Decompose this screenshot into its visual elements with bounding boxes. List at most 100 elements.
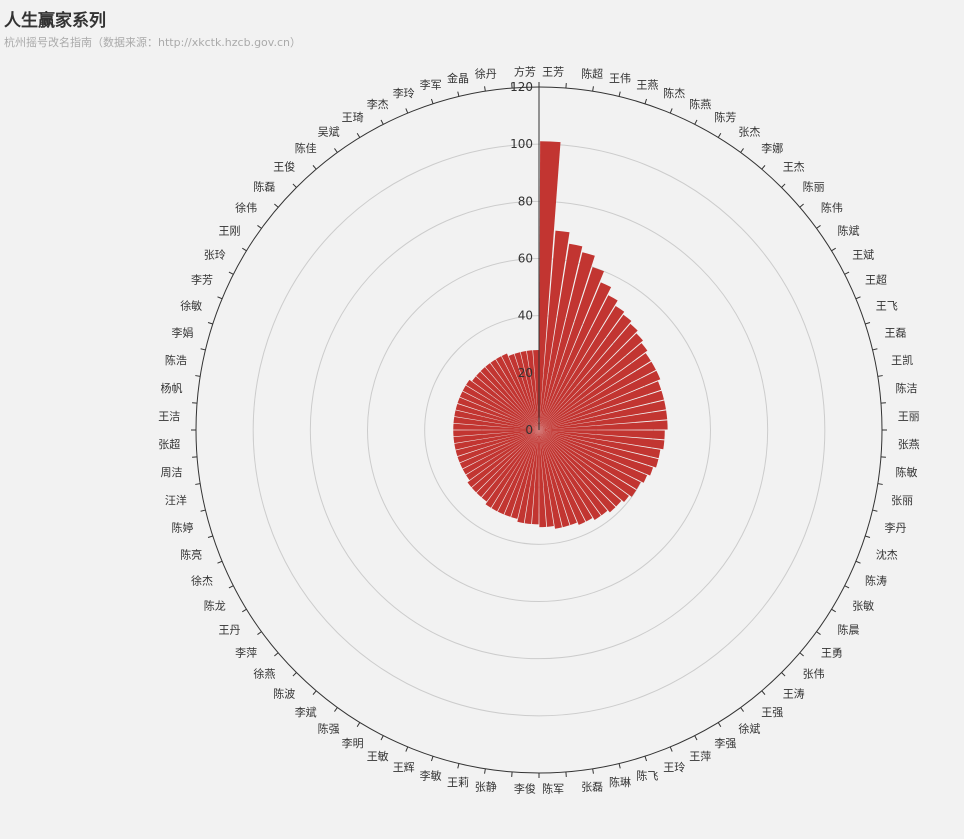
category-label: 张磊	[581, 781, 603, 794]
bar-sector	[459, 430, 539, 469]
angle-axis-tick	[457, 91, 460, 97]
bar-sector	[462, 430, 539, 475]
bar-sector	[539, 282, 612, 430]
bar-sector	[539, 430, 637, 497]
bar-sector	[508, 353, 539, 430]
angle-axis-tick	[430, 98, 434, 104]
radius-tick-label: 40	[518, 309, 533, 323]
category-label: 王丹	[219, 623, 241, 636]
angle-axis-tick	[380, 119, 384, 125]
angle-axis-tick	[200, 348, 206, 351]
category-label: 陈敏	[896, 465, 918, 479]
category-label: 陈丽	[803, 179, 825, 193]
category-label: 张敏	[852, 598, 874, 612]
category-label: 陈琳	[609, 775, 631, 789]
category-label: 李军	[420, 78, 442, 92]
category-label: 王辉	[393, 761, 415, 774]
angle-axis-tick	[195, 483, 201, 485]
angle-axis-tick	[831, 247, 836, 252]
angle-axis-tick	[694, 119, 698, 125]
category-label: 张玲	[204, 249, 226, 262]
bar-sector	[539, 430, 641, 490]
category-label: 张燕	[898, 438, 920, 451]
bar-sector	[539, 314, 632, 430]
category-label: 王莉	[447, 776, 469, 789]
angle-axis-tick	[865, 321, 871, 325]
angle-axis-tick	[217, 560, 223, 564]
angle-axis-tick	[457, 763, 460, 769]
angle-axis-tick	[855, 296, 861, 300]
bar-sector	[524, 430, 539, 524]
angle-axis-tick	[740, 148, 744, 153]
bar-sector	[539, 430, 665, 440]
bar-sector	[485, 363, 539, 430]
angle-axis-tick	[717, 133, 722, 138]
category-label: 张超	[158, 437, 180, 451]
category-label: 李斌	[295, 705, 317, 719]
category-label: 徐敏	[180, 299, 202, 313]
angle-axis-tick	[740, 707, 744, 712]
angle-axis-tick	[292, 183, 297, 188]
bar-sector	[539, 430, 608, 516]
bar-sector	[490, 359, 539, 430]
bar-sector	[539, 333, 643, 430]
bar-sector	[539, 430, 554, 527]
bar-sector	[539, 400, 666, 430]
bar-sector	[453, 430, 539, 444]
bar-sector	[454, 430, 539, 450]
angle-axis-tick	[274, 203, 279, 208]
bar-sector	[539, 430, 547, 528]
angle-axis-tick	[405, 108, 409, 114]
bar-sector	[539, 343, 648, 430]
category-label: 王敏	[367, 749, 389, 763]
angle-axis-tick	[257, 225, 262, 229]
angle-axis-tick	[644, 98, 648, 104]
category-label: 陈军	[542, 782, 564, 796]
bar-sector	[501, 353, 539, 430]
category-label: 张静	[475, 780, 497, 794]
angle-axis-tick	[484, 86, 486, 92]
category-label: 李杰	[367, 97, 389, 111]
angle-axis-tick	[781, 183, 786, 188]
bar-sector	[455, 430, 539, 457]
bar-sector	[526, 350, 539, 430]
angle-axis-tick	[242, 247, 247, 252]
bar-sector	[539, 353, 651, 430]
angle-axis-tick	[356, 722, 361, 727]
category-label: 陈亮	[180, 547, 202, 561]
bar-sector	[539, 430, 601, 520]
angle-axis-tick	[592, 768, 594, 774]
bar-sector	[539, 420, 668, 430]
bar-sector	[539, 252, 595, 430]
bar-sector	[539, 430, 586, 525]
category-label: 汪洋	[165, 493, 187, 507]
bar-sector	[467, 430, 539, 488]
angle-axis-tick	[207, 535, 213, 539]
angle-axis-tick	[312, 690, 317, 695]
chart-subtitle: 杭州摇号改名指南（数据来源：http://xkctk.hzcb.gov.cn）	[4, 36, 301, 49]
bar-sector	[539, 430, 659, 468]
category-label: 王磊	[885, 327, 907, 340]
category-label: 王芳	[542, 64, 564, 78]
bar-sector	[457, 430, 539, 463]
bar-sector	[476, 430, 539, 498]
category-label: 徐丹	[475, 67, 497, 81]
bar-sector	[459, 391, 539, 430]
angle-axis-tick	[380, 735, 384, 741]
category-label: 王涛	[783, 687, 805, 701]
angle-axis-tick	[195, 375, 201, 377]
category-label: 李娜	[761, 141, 783, 155]
bar-sector	[539, 430, 616, 513]
bar-sector	[497, 430, 539, 515]
angle-axis-tick	[207, 321, 213, 325]
category-label: 王燕	[636, 79, 658, 92]
bar-sector	[462, 385, 539, 430]
category-label: 王丽	[898, 410, 920, 423]
category-label: 杨帆	[161, 381, 183, 395]
bar-sector	[480, 367, 539, 430]
category-label: 王杰	[783, 160, 805, 173]
category-label: 陈燕	[689, 97, 711, 111]
radius-tick-label: 100	[510, 137, 533, 151]
radius-tick-label: 20	[518, 366, 533, 380]
